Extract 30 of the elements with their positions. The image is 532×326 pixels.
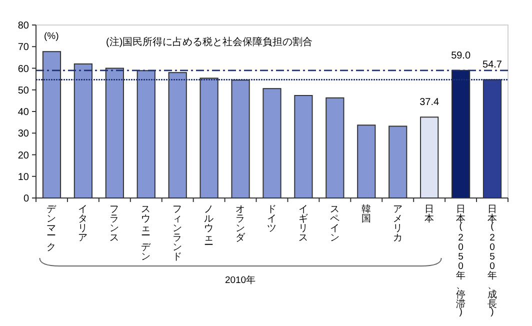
x-tick-label: スウェーデン [141,204,152,262]
x-tick-label: フィンランド [172,204,183,262]
y-tick-label: 40 [18,107,30,118]
y-tick-label: 30 [18,128,30,140]
x-tick-label: 韓国 [361,203,372,224]
text: 2010年 [224,274,256,286]
data-label: 54.7 [482,60,502,71]
x-tick-label: フランス [110,204,120,244]
y-axis-title: (%) [44,31,59,42]
y-tick-label: 70 [18,42,30,54]
y-tick-label: 50 [18,85,30,96]
x-tick-label: アメリカ [392,204,403,244]
x-tick-label: 日本 [424,204,434,224]
x-tick-label: スペイン [330,204,340,244]
y-tick-label: 60 [18,64,30,75]
x-tick-label: ノルウェー [204,204,214,251]
y-tick-label: 80 [18,20,30,32]
y-tick-label: 20 [18,150,30,162]
y-tick-label: 0 [23,194,30,204]
data-label: 37.4 [420,97,440,108]
x-tick-label: デンマーク [46,204,58,253]
x-tick-label: ドイツ [267,204,277,234]
category-label: 日本(2050年、停滞) [456,204,466,318]
x-tick-label: オランダ [236,204,247,244]
annotation: (注)国民所得に占める税と社会保障負担の割合 [106,36,313,48]
y-tick-label: 10 [18,172,30,183]
x-tick-label: イタリア [78,204,88,244]
category-label: 日本(2050年、成長) [487,204,498,318]
x-tick-label: イギリス [298,204,308,244]
data-label: 59.0 [451,50,471,62]
